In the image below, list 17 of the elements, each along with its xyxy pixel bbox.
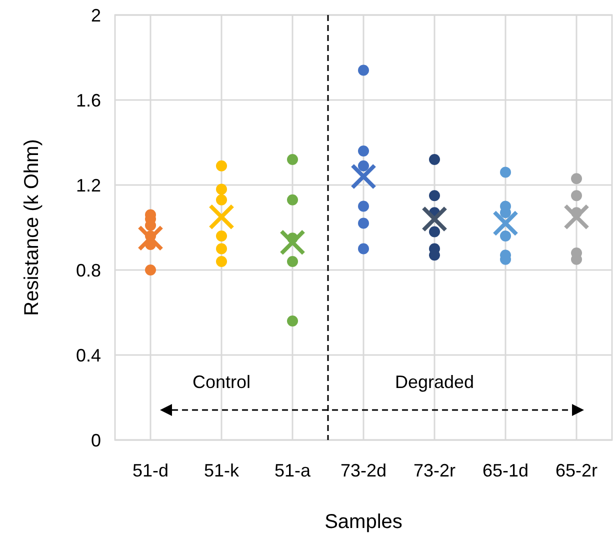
annotation: Degraded	[394, 372, 474, 392]
x-axis-title: Samples	[324, 511, 402, 533]
y-tick-label: 0	[90, 430, 101, 450]
x-tick-label: 65-1d	[482, 460, 529, 480]
x-tick-label: 51-d	[132, 460, 169, 480]
x-tick-label: 65-2r	[555, 460, 598, 480]
y-tick-label: 1.2	[76, 175, 101, 196]
y-axis-title: Resistance (k Ohm)	[21, 139, 43, 316]
y-tick-label: 1.6	[76, 90, 101, 110]
y-tick-label: 0.4	[76, 345, 101, 366]
y-tick-label: 0.8	[76, 260, 101, 280]
x-tick-label: 73-2d	[340, 460, 387, 480]
x-tick-label: 51-a	[274, 460, 312, 480]
y-tick-label: 2	[90, 5, 101, 26]
x-tick-label: 51-k	[204, 460, 240, 480]
x-tick-label: 73-2r	[413, 460, 456, 480]
annotation: Control	[192, 372, 251, 392]
